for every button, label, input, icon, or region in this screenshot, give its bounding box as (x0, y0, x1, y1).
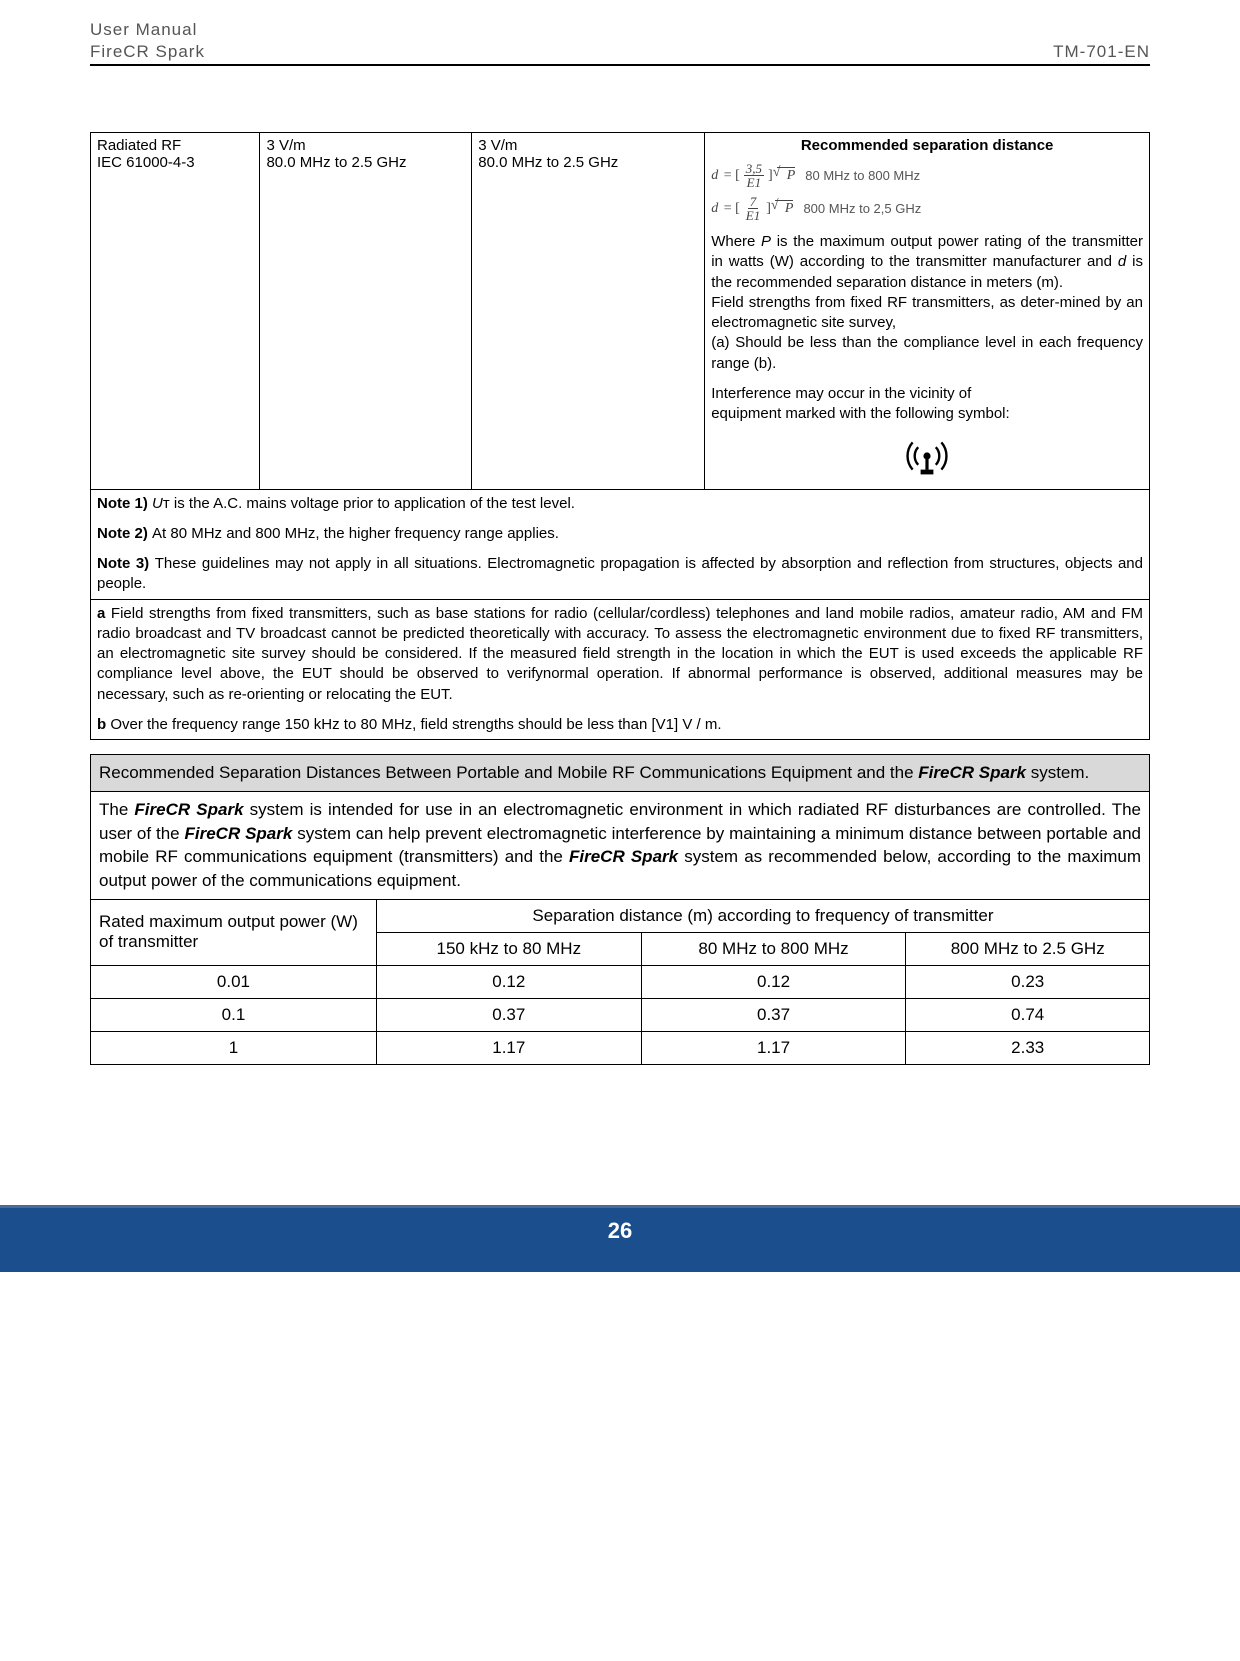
sep-r0-c2: 0.12 (641, 965, 906, 998)
separation-table: Recommended Separation Distances Between… (90, 754, 1150, 1065)
emc-col3-line1: 3 V/m (478, 137, 517, 154)
comp-p4: Interference may occur in the vicinity o… (711, 385, 971, 402)
emc-col3-line2: 80.0 MHz to 2.5 GHz (478, 154, 618, 171)
sep-title-b: FireCR Spark (918, 763, 1026, 782)
emc-col1-line1: Radiated RF (97, 137, 181, 154)
doc-product: FireCR Spark (90, 42, 205, 62)
note2-body: At 80 MHz and 800 MHz, the higher freque… (152, 525, 559, 542)
comp-d: d (1118, 253, 1126, 270)
note-b-label: b (97, 716, 110, 733)
emc-col2: 3 V/m 80.0 MHz to 2.5 GHz (260, 133, 472, 490)
table-row: 0.01 0.12 0.12 0.23 (91, 965, 1150, 998)
formula2-range: 800 MHz to 2,5 GHz (803, 201, 921, 216)
note1-body: т is the A.C. mains voltage prior to app… (163, 495, 575, 512)
emc-col1-line2: IEC 61000-4-3 (97, 154, 195, 171)
sep-r1-c1: 0.37 (376, 998, 641, 1031)
sep-r2-c2: 1.17 (641, 1031, 906, 1064)
rf-symbol-icon (711, 434, 1143, 484)
sep-r0-p: 0.01 (91, 965, 377, 998)
note-a-label: a (97, 605, 111, 622)
comp-p1b: is the maximum output power rating of th… (711, 233, 1143, 270)
note-a-body: Field strengths from fixed transmitters,… (97, 605, 1143, 703)
formula1-coef: 3,5 (744, 162, 764, 176)
sep-head-col1: 150 kHz to 80 MHz (376, 932, 641, 965)
sep-r2-c1: 1.17 (376, 1031, 641, 1064)
sep-intro-cell: The FireCR Spark system is intended for … (91, 791, 1150, 899)
comp-p2: Field strengths from fixed RF transmitte… (711, 294, 1143, 331)
sep-r0-c1: 0.12 (376, 965, 641, 998)
formula-2: d = [ 7E1 ]P 800 MHz to 2,5 GHz (711, 195, 1143, 222)
formula1-denom: E1 (745, 176, 763, 189)
compliance-cell: Recommended separation distance d = [ 3,… (705, 133, 1150, 490)
note1-u: U (152, 495, 163, 512)
doc-code: TM-701-EN (1053, 42, 1150, 62)
page-number: 26 (608, 1218, 632, 1243)
emc-table: Radiated RF IEC 61000-4-3 3 V/m 80.0 MHz… (90, 132, 1150, 740)
note1-label: Note 1) (97, 495, 152, 512)
emc-col1: Radiated RF IEC 61000-4-3 (91, 133, 260, 490)
emc-col3: 3 V/m 80.0 MHz to 2.5 GHz (472, 133, 705, 490)
table-row: 1 1.17 1.17 2.33 (91, 1031, 1150, 1064)
notes-cell: Note 1) Uт is the A.C. mains voltage pri… (91, 489, 1150, 599)
compliance-body: Where P is the maximum output power rati… (711, 232, 1143, 485)
sep-head-col2: 80 MHz to 800 MHz (641, 932, 906, 965)
table-row: 0.1 0.37 0.37 0.74 (91, 998, 1150, 1031)
sep-r1-p: 0.1 (91, 998, 377, 1031)
sep-intro-a: The (99, 800, 134, 819)
sep-head-power: Rated maximum output power (W) of transm… (91, 899, 377, 965)
comp-P: P (761, 233, 771, 250)
doc-title: User Manual (90, 20, 1150, 40)
note3-label: Note 3) (97, 555, 155, 572)
footer-bar: 26 (0, 1208, 1240, 1272)
sep-intro-b: FireCR Spark (134, 800, 243, 819)
sep-title-cell: Recommended Separation Distances Between… (91, 755, 1150, 792)
note2-label: Note 2) (97, 525, 152, 542)
sep-r1-c3: 0.74 (906, 998, 1150, 1031)
formula1-range: 80 MHz to 800 MHz (805, 168, 920, 183)
sep-intro-d: FireCR Spark (184, 824, 292, 843)
formula-1: d = [ 3,5E1 ]P 80 MHz to 800 MHz (711, 162, 1143, 189)
doc-header: User Manual FireCR Spark TM-701-EN (90, 20, 1150, 66)
comp-p5: equipment marked with the following symb… (711, 405, 1009, 422)
compliance-title: Recommended separation distance (711, 137, 1143, 154)
sep-r1-c2: 0.37 (641, 998, 906, 1031)
sep-head-dist: Separation distance (m) according to fre… (376, 899, 1149, 932)
sep-intro-f: FireCR Spark (569, 847, 678, 866)
sep-title-c: system. (1026, 763, 1089, 782)
note3-body: These guidelines may not apply in all si… (97, 555, 1143, 592)
emc-col2-line2: 80.0 MHz to 2.5 GHz (266, 154, 406, 171)
emc-col2-line1: 3 V/m (266, 137, 305, 154)
sep-r2-p: 1 (91, 1031, 377, 1064)
page-footer: 26 (0, 1205, 1240, 1272)
note-b-body: Over the frequency range 150 kHz to 80 M… (110, 716, 721, 733)
comp-p1a: Where (711, 233, 761, 250)
formula2-denom: E1 (744, 209, 762, 222)
sep-title-a: Recommended Separation Distances Between… (99, 763, 918, 782)
comp-p3: (a) Should be less than the compliance l… (711, 334, 1143, 371)
formula2-coef: 7 (748, 195, 759, 209)
ab-cell: a Field strengths from fixed transmitter… (91, 599, 1150, 740)
sep-head-col3: 800 MHz to 2.5 GHz (906, 932, 1150, 965)
sep-r0-c3: 0.23 (906, 965, 1150, 998)
sep-r2-c3: 2.33 (906, 1031, 1150, 1064)
